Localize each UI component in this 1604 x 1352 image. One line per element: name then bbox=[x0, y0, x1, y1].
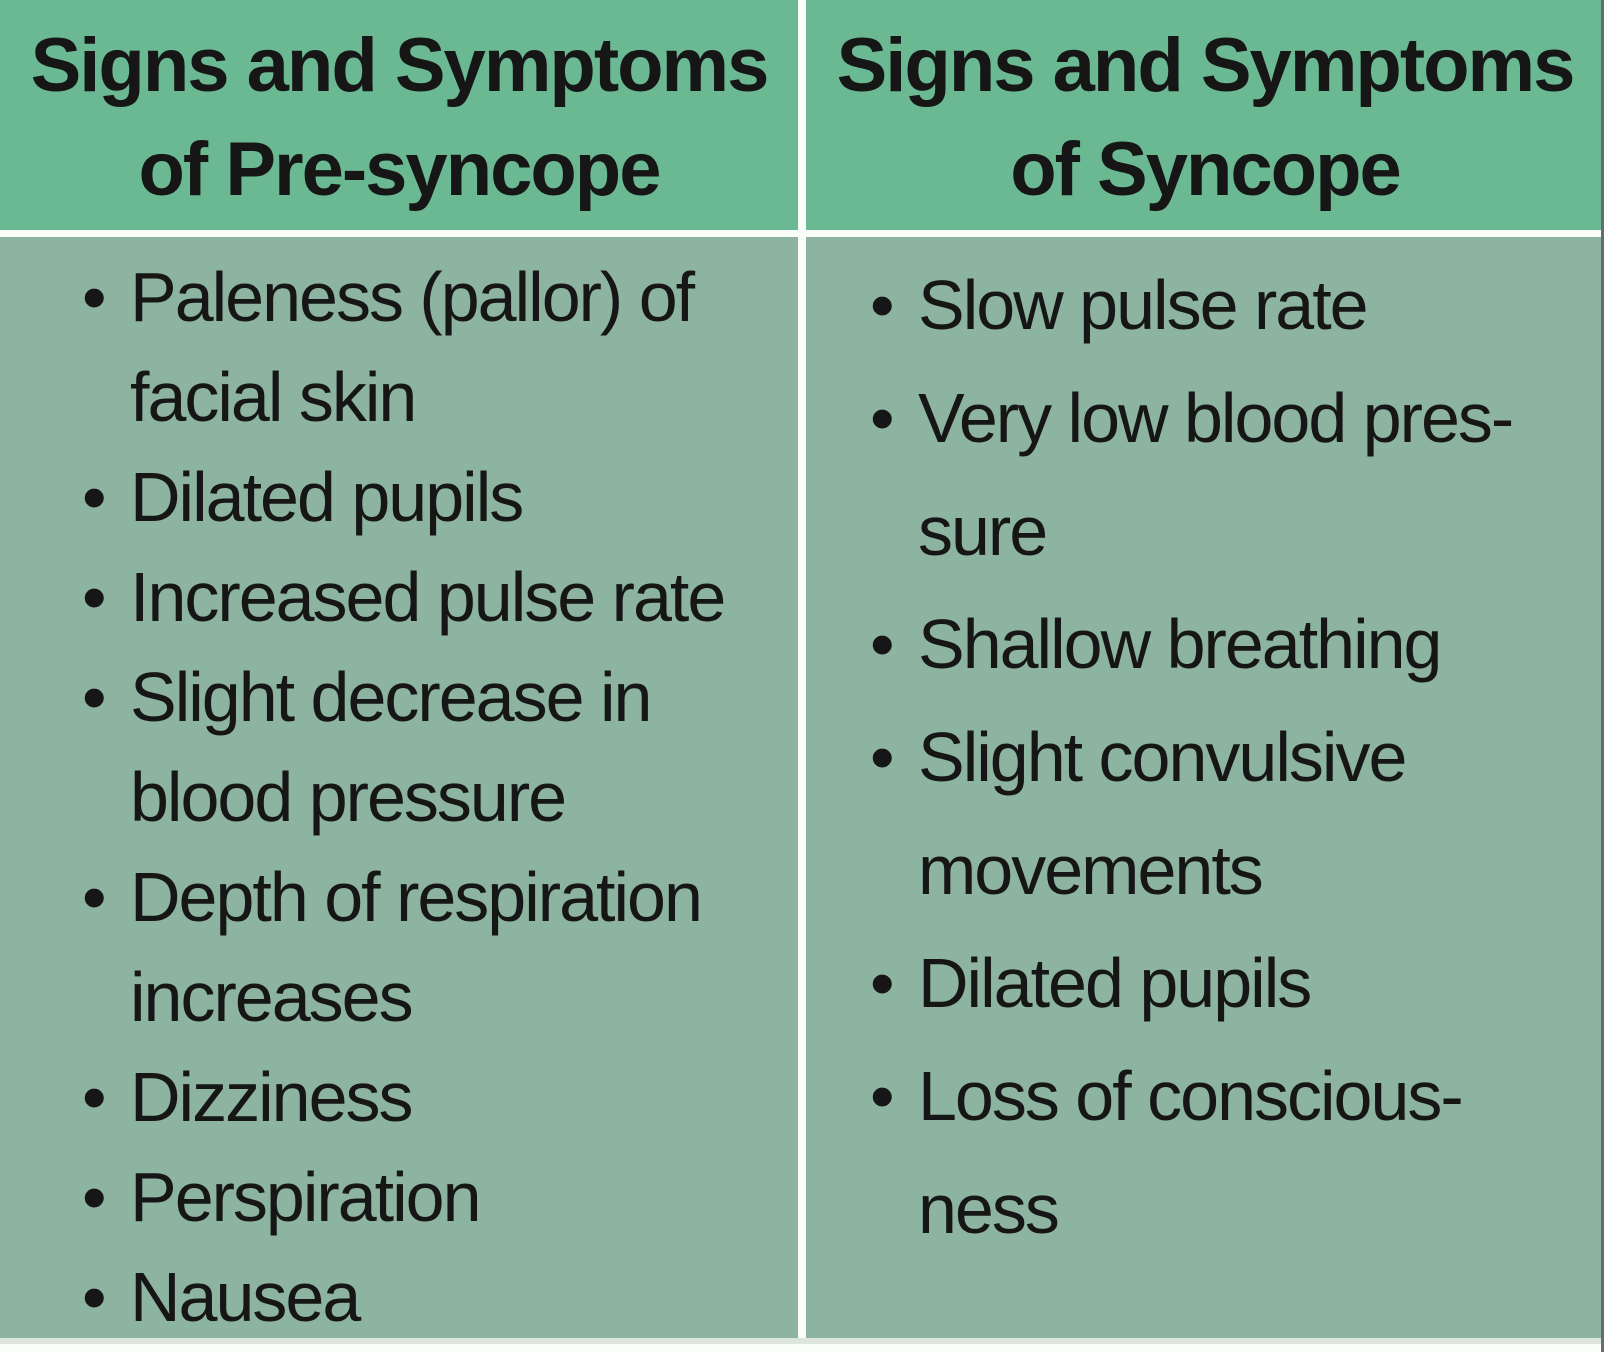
bullet-icon: • bbox=[870, 718, 895, 796]
list-item: • Depth of respiration increases bbox=[82, 847, 792, 1047]
list-item: • Increased pulse rate bbox=[82, 547, 792, 647]
list-item-text: Slow pulse rate bbox=[918, 266, 1369, 344]
list-item: • Shallow breathing bbox=[870, 588, 1598, 701]
list-item-text: Loss of conscious- ness bbox=[918, 1057, 1464, 1248]
bullet-icon: • bbox=[870, 266, 895, 344]
header-body-divider bbox=[0, 230, 1604, 237]
bullet-icon: • bbox=[82, 258, 107, 336]
list-item: • Dilated pupils bbox=[82, 447, 792, 547]
bullet-icon: • bbox=[82, 458, 107, 536]
list-item-text: Increased pulse rate bbox=[130, 558, 726, 636]
list-item-text: Slight convulsive movements bbox=[918, 718, 1407, 909]
bullet-icon: • bbox=[870, 944, 895, 1022]
bullet-icon: • bbox=[82, 1258, 107, 1336]
column-header-syncope: Signs and Symptoms of Syncope bbox=[806, 0, 1604, 230]
bullet-icon: • bbox=[82, 658, 107, 736]
list-item: • Very low blood pres- sure bbox=[870, 362, 1598, 588]
list-item: • Dizziness bbox=[82, 1047, 792, 1147]
list-item: • Paleness (pallor) of facial skin bbox=[82, 247, 792, 447]
list-item: • Dilated pupils bbox=[870, 927, 1598, 1040]
list-item: • Slight decrease in blood pressure bbox=[82, 647, 792, 847]
list-item-text: Very low blood pres- sure bbox=[918, 379, 1514, 570]
list-item: • Nausea bbox=[82, 1247, 792, 1338]
list-item-text: Paleness (pallor) of facial skin bbox=[130, 258, 695, 436]
column-header-pre-syncope: Signs and Symptoms of Pre-syncope bbox=[0, 0, 798, 230]
bullet-icon: • bbox=[870, 605, 895, 683]
list-item: • Slow pulse rate bbox=[870, 249, 1598, 362]
list-item-text: Perspiration bbox=[130, 1158, 482, 1236]
list-item-text: Nausea bbox=[130, 1258, 361, 1336]
syncope-list: • Slow pulse rate • Very low blood pres-… bbox=[806, 237, 1604, 1338]
column-divider bbox=[798, 0, 806, 1338]
list-item-text: Slight decrease in blood pressure bbox=[130, 658, 652, 836]
bullet-icon: • bbox=[870, 379, 895, 457]
pre-syncope-list: • Paleness (pallor) of facial skin • Dil… bbox=[0, 237, 798, 1338]
bullet-icon: • bbox=[82, 858, 107, 936]
bullet-icon: • bbox=[82, 1158, 107, 1236]
list-item-text: Shallow breathing bbox=[918, 605, 1442, 683]
list-item: • Slight convulsive movements bbox=[870, 701, 1598, 927]
list-item-text: Depth of respiration increases bbox=[130, 858, 703, 1036]
bottom-edge-strip bbox=[0, 1338, 1604, 1344]
bullet-icon: • bbox=[870, 1057, 895, 1135]
list-item: • Perspiration bbox=[82, 1147, 792, 1247]
list-item-text: Dilated pupils bbox=[130, 458, 524, 536]
bullet-icon: • bbox=[82, 1058, 107, 1136]
bullet-icon: • bbox=[82, 558, 107, 636]
scan-edge-artifact bbox=[1601, 0, 1604, 1352]
list-item-text: Dilated pupils bbox=[918, 944, 1312, 1022]
list-item-text: Dizziness bbox=[130, 1058, 414, 1136]
list-item: • Loss of conscious- ness bbox=[870, 1040, 1598, 1266]
